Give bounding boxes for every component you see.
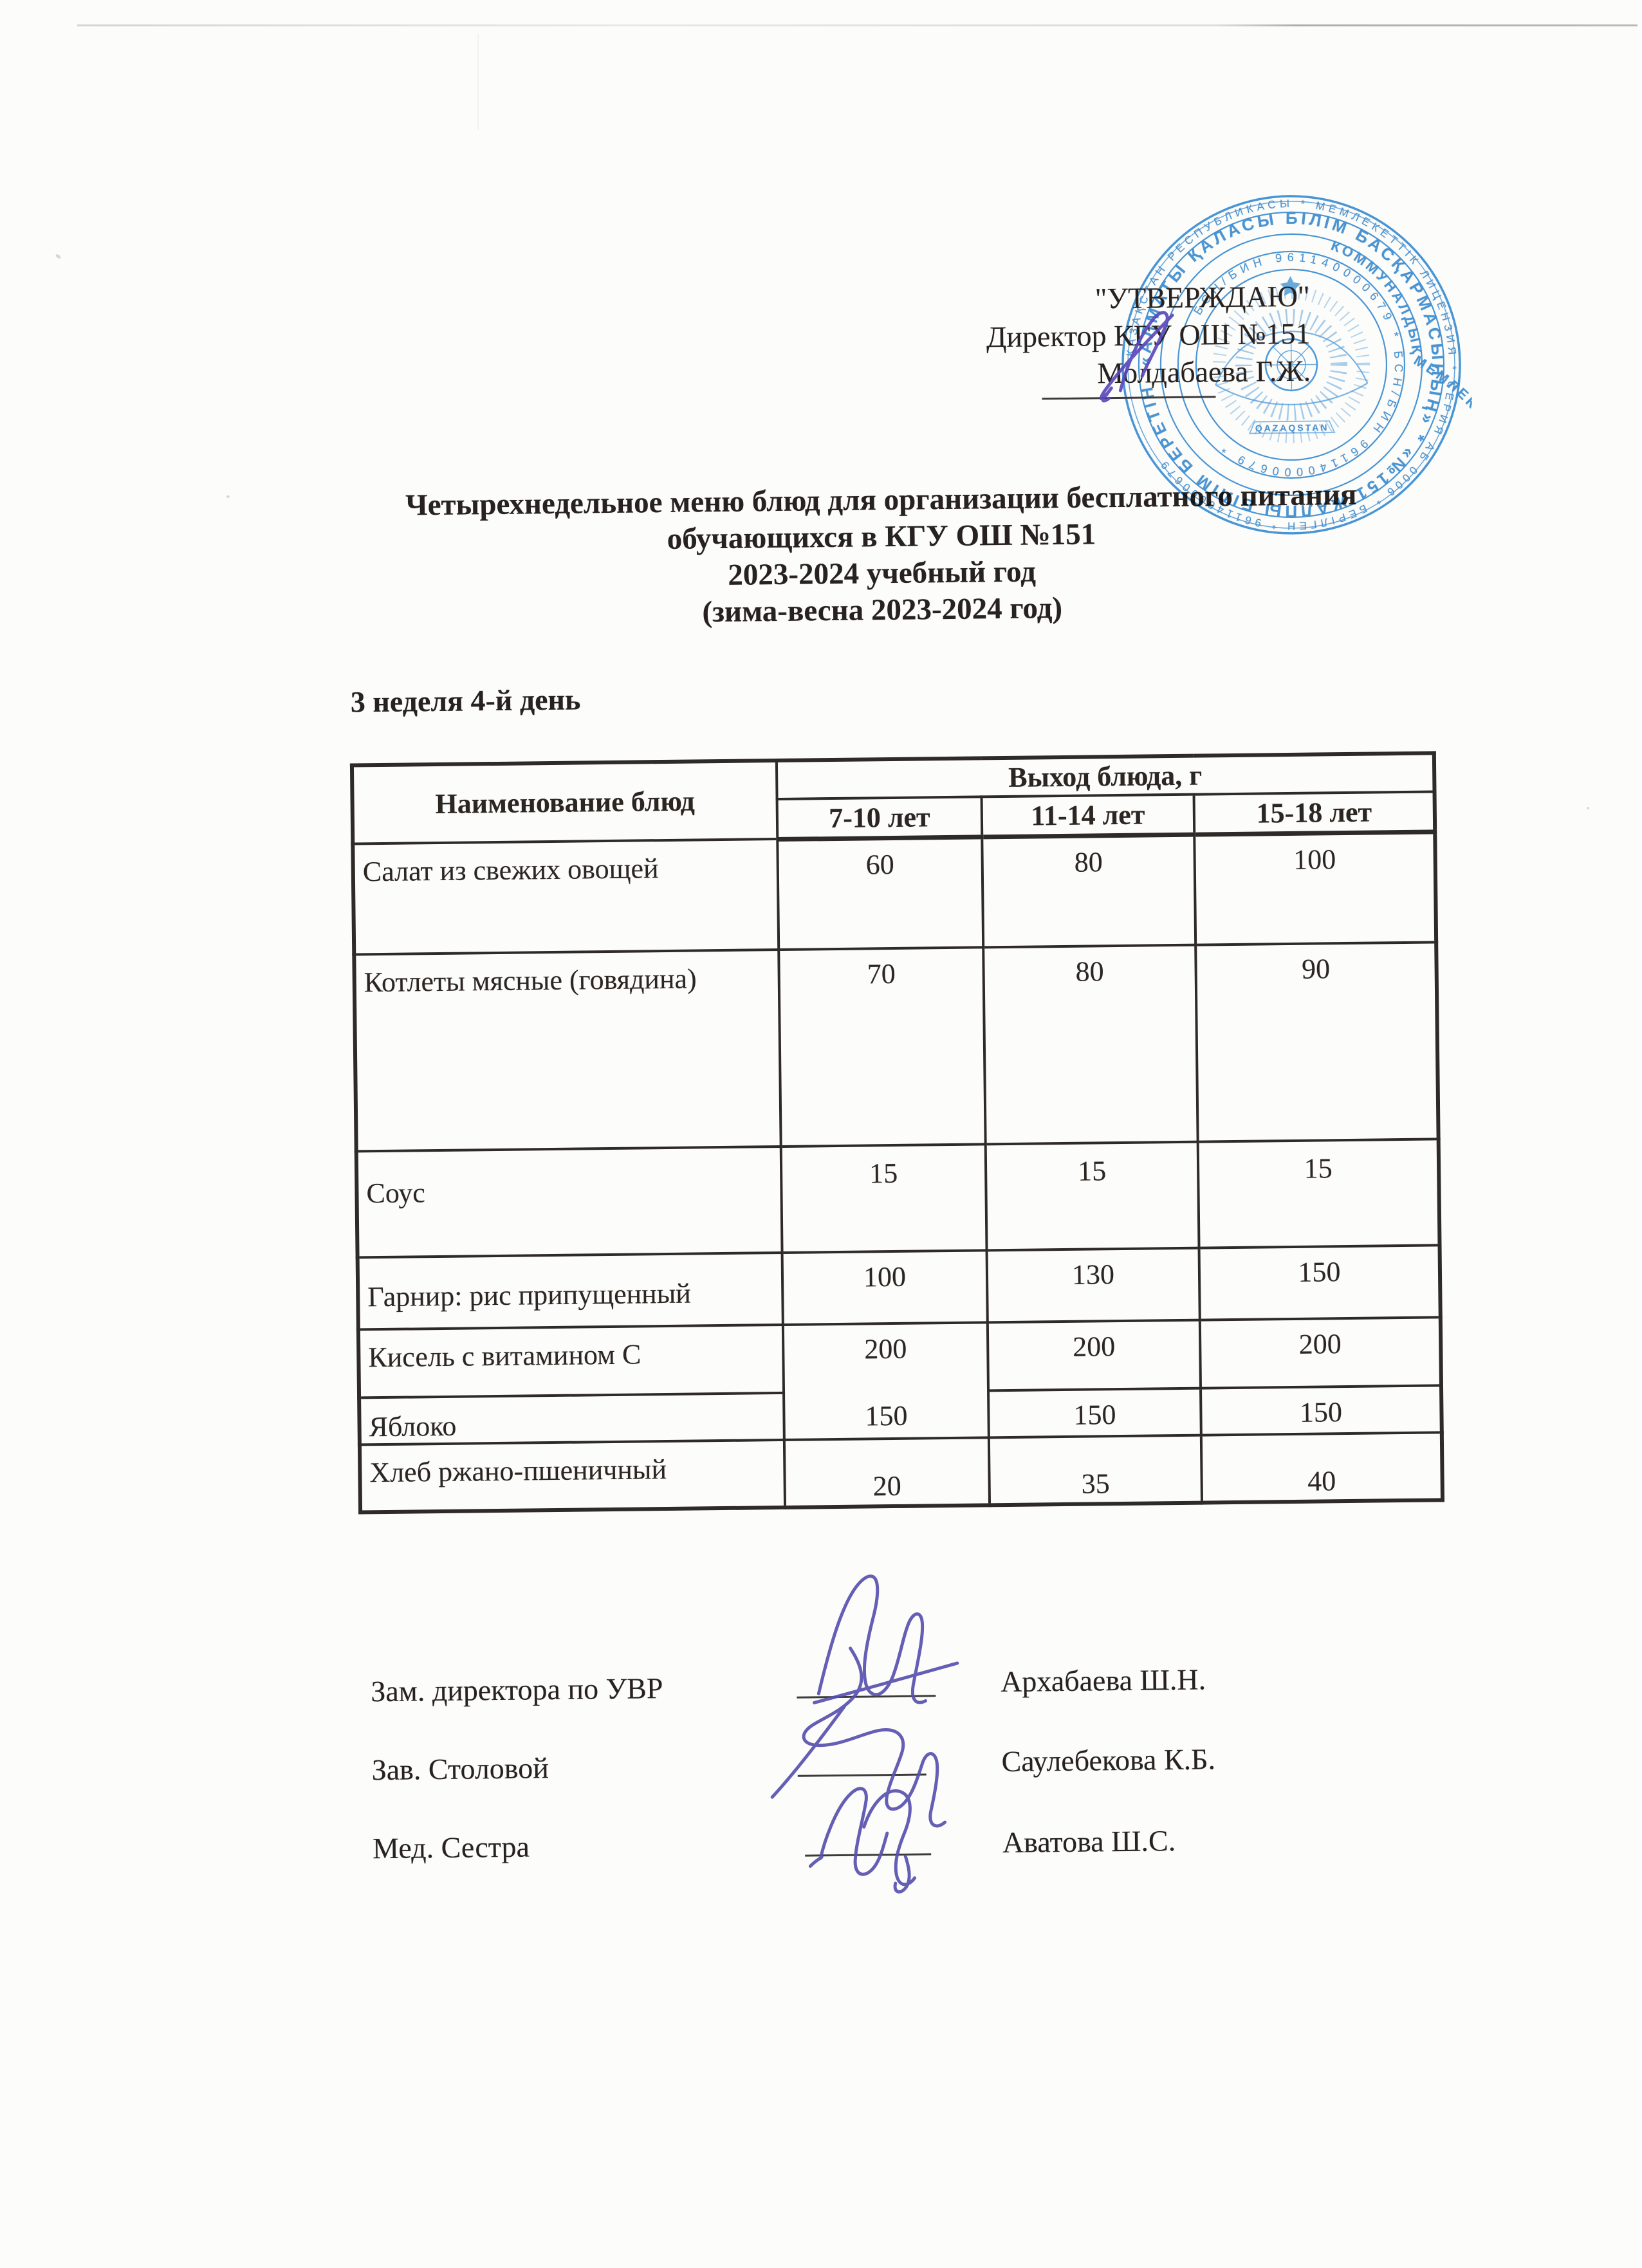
dish-name-cell: Котлеты мясные (говядина) (354, 950, 780, 1151)
menu-row: Кисель с витамином С 200 200 200 (358, 1317, 1441, 1397)
menu-table: Наименование блюд Выход блюда, г 7-10 ле… (350, 751, 1444, 1514)
signature-line-1 (797, 1695, 936, 1698)
portion-cell: 100 (782, 1250, 988, 1325)
menu-row: Хлеб ржано-пшеничный 20 35 40 (360, 1432, 1443, 1512)
stamp-center-caption: QAZAQSTAN (1255, 422, 1329, 433)
portion-cell: 150 (784, 1390, 989, 1440)
portion-cell: 15 (781, 1144, 987, 1253)
menu-row: Гарнир: рис припущенный 100 130 150 (358, 1245, 1441, 1329)
header-age-11-14: 11-14 лет (982, 795, 1195, 837)
director-title: Директор КГУ ОШ №151 (918, 315, 1311, 357)
portion-cell: 40 (1201, 1432, 1443, 1502)
portion-cell: 150 (988, 1388, 1201, 1438)
menu-row: Котлеты мясные (говядина) 70 80 90 (354, 942, 1438, 1151)
dish-name-cell: Гарнир: рис припущенный (358, 1253, 783, 1329)
menu-row: Соус 15 15 15 (356, 1139, 1440, 1257)
header-age-7-10: 7-10 лет (777, 797, 982, 839)
header-dish-name: Наименование блюд (352, 761, 777, 844)
menu-row: Салат из свежих овощей 60 80 100 (353, 831, 1436, 954)
portion-cell: 90 (1195, 942, 1438, 1141)
portion-cell: 150 (1201, 1385, 1442, 1435)
portion-cell: 130 (987, 1248, 1200, 1323)
signature-role-1: Зам. директора по УВР (371, 1671, 663, 1708)
approved-label: "УТВЕРЖДАЮ" (917, 278, 1310, 320)
dish-name-cell: Кисель с витамином С (358, 1325, 784, 1397)
signature-line-2 (798, 1773, 927, 1776)
approval-block: "УТВЕРЖДАЮ" Директор КГУ ОШ №151 Молдаба… (917, 278, 1311, 394)
portion-cell: 15 (986, 1142, 1199, 1251)
signature-name-1: Архабаева Ш.Н. (1001, 1663, 1206, 1699)
dish-name-cell: Соус (356, 1147, 782, 1257)
portion-cell: 150 (1199, 1245, 1441, 1320)
portion-cell: 100 (1194, 831, 1436, 945)
pen-signature-3 (809, 1788, 915, 1893)
signature-role-3: Мед. Сестра (373, 1829, 530, 1865)
pen-signature-2 (771, 1647, 945, 1828)
signature-name-2: Саулебекова К.Б. (1001, 1742, 1215, 1778)
dish-name-cell: Салат из свежих овощей (353, 839, 779, 954)
signature-name-3: Аватова Ш.С. (1002, 1823, 1176, 1859)
header-age-15-18: 15-18 лет (1194, 791, 1435, 834)
portion-cell: 20 (784, 1437, 990, 1507)
week-day-label: 3 неделя 4-й день (351, 682, 581, 719)
portion-cell: 200 (1200, 1317, 1441, 1388)
portion-cell: 80 (983, 945, 1197, 1145)
portion-cell: 80 (982, 834, 1195, 948)
dish-name-cell: Хлеб ржано-пшеничный (360, 1440, 785, 1512)
portion-cell: 200 (988, 1320, 1201, 1391)
portion-cell: 15 (1198, 1139, 1440, 1248)
portion-cell: 60 (777, 836, 983, 950)
pen-signature-1 (813, 1575, 957, 1704)
portion-cell: 35 (989, 1435, 1202, 1506)
signature-role-2: Зав. Столовой (371, 1751, 549, 1787)
signature-line-3 (805, 1853, 931, 1856)
director-name: Молдабаева Г.Ж. (918, 353, 1311, 394)
dish-name-cell: Яблоко (359, 1393, 784, 1444)
portion-cell: 70 (779, 947, 985, 1147)
portion-cell: 200 (783, 1322, 988, 1393)
